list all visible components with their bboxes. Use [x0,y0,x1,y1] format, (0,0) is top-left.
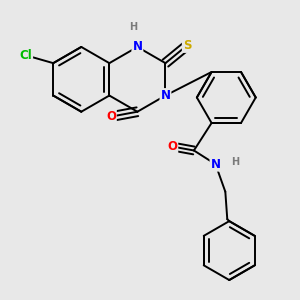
Text: H: H [231,157,239,167]
Text: N: N [160,89,170,102]
Text: Cl: Cl [20,49,32,62]
Text: H: H [129,22,137,32]
Text: S: S [183,39,191,52]
Text: O: O [106,110,116,123]
Text: O: O [167,140,177,153]
Text: N: N [132,40,142,53]
Text: N: N [211,158,220,171]
